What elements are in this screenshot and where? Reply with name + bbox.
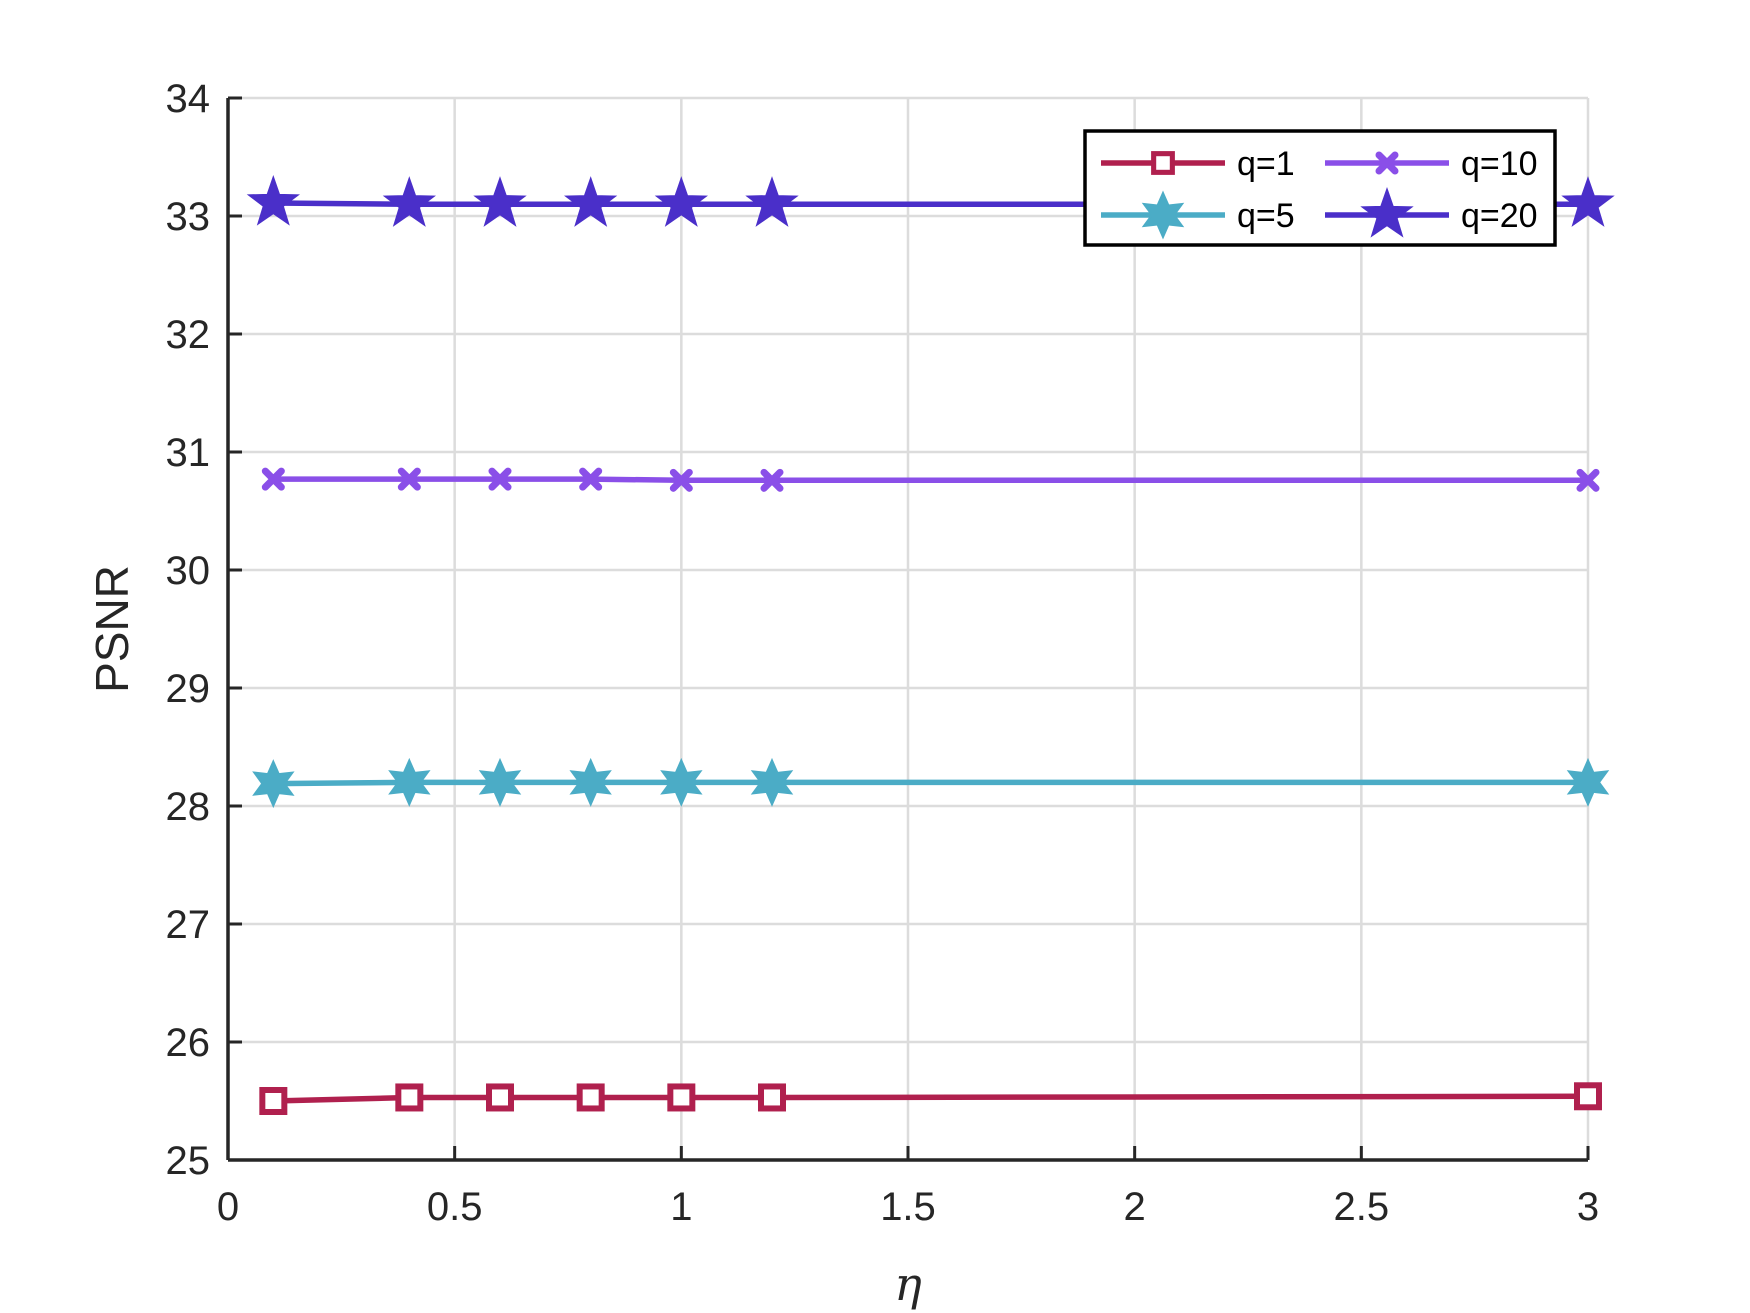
y-tick-label: 30: [166, 549, 211, 593]
tick-marks: [226, 96, 1590, 1162]
legend-item-q=10: q=10: [1325, 145, 1538, 183]
x-tick-label: 0.5: [427, 1185, 483, 1229]
hexagram-marker: [478, 757, 522, 807]
x-tick-label: 1.5: [880, 1185, 936, 1229]
legend-label: q=5: [1237, 197, 1295, 235]
y-tick-label: 26: [166, 1021, 211, 1065]
x-tick-label: 2.5: [1334, 1185, 1390, 1229]
pentagram-marker: [473, 176, 527, 227]
pentagram-marker: [1561, 176, 1615, 227]
hexagram-marker: [750, 757, 794, 807]
square-marker: [758, 1083, 786, 1112]
square-marker: [395, 1083, 424, 1112]
x-tick-label: 3: [1577, 1185, 1599, 1229]
x-marker: [1375, 151, 1399, 175]
pentagram-marker: [1360, 186, 1414, 238]
pentagram-marker: [745, 176, 799, 227]
legend-label: q=20: [1461, 197, 1538, 235]
x-tick-label: 1: [670, 1185, 692, 1229]
y-tick-label: 25: [166, 1139, 211, 1183]
pentagram-marker: [246, 174, 300, 226]
pentagram-marker: [654, 176, 708, 227]
hexagram-marker: [388, 757, 431, 807]
hexagram-marker: [1566, 757, 1610, 807]
series-q=1: [259, 1082, 1602, 1115]
square-marker: [1574, 1082, 1602, 1111]
hexagram-marker: [1141, 190, 1185, 240]
legend-item-q=1: q=1: [1101, 145, 1295, 183]
pentagram-marker: [382, 176, 436, 227]
legend-label: q=10: [1461, 145, 1538, 183]
x-marker: [760, 468, 784, 492]
hexagram-marker: [569, 757, 612, 807]
grid-lines: [228, 96, 1590, 1160]
square-marker: [1151, 151, 1175, 175]
y-axis-label: PSNR: [86, 565, 138, 693]
x-axis-label: η: [894, 1257, 922, 1311]
legend-item-q=20: q=20: [1325, 186, 1538, 238]
legend-label: q=1: [1237, 145, 1295, 183]
x-marker: [669, 468, 693, 492]
series-q=10: [261, 467, 1600, 492]
hexagram-marker: [252, 759, 295, 809]
x-marker: [579, 467, 603, 491]
legend-item-q=5: q=5: [1101, 190, 1295, 240]
y-tick-label: 27: [166, 903, 211, 947]
x-marker: [261, 467, 285, 491]
y-tick-label: 34: [166, 77, 211, 121]
square-marker: [667, 1083, 696, 1112]
x-tick-label: 2: [1124, 1185, 1146, 1229]
x-marker: [397, 467, 421, 491]
y-tick-label: 32: [166, 313, 211, 357]
series-line-q=10: [273, 476, 1588, 484]
y-tick-label: 29: [166, 667, 211, 711]
square-marker: [576, 1083, 605, 1112]
legend: q=1 q=5 q=10 q=20: [1083, 129, 1557, 247]
hexagram-marker: [660, 757, 703, 807]
series-q=20: [246, 174, 1615, 227]
square-marker: [486, 1083, 514, 1112]
y-tick-label: 33: [166, 195, 211, 239]
pentagram-marker: [564, 176, 618, 227]
series-q=5: [252, 757, 1610, 809]
tick-labels: 0 0.5 1 1.5 2 2.5 3 25 26 27 28 29 30 31 32 33 34: [166, 77, 1600, 1229]
x-tick-label: 0: [217, 1185, 239, 1229]
y-tick-label: 28: [166, 785, 211, 829]
series-line-q=5: [273, 779, 1588, 787]
square-marker: [259, 1087, 288, 1115]
x-marker: [1576, 468, 1600, 492]
series-group: [246, 174, 1615, 1115]
y-tick-label: 31: [166, 431, 211, 475]
x-marker: [488, 467, 512, 491]
